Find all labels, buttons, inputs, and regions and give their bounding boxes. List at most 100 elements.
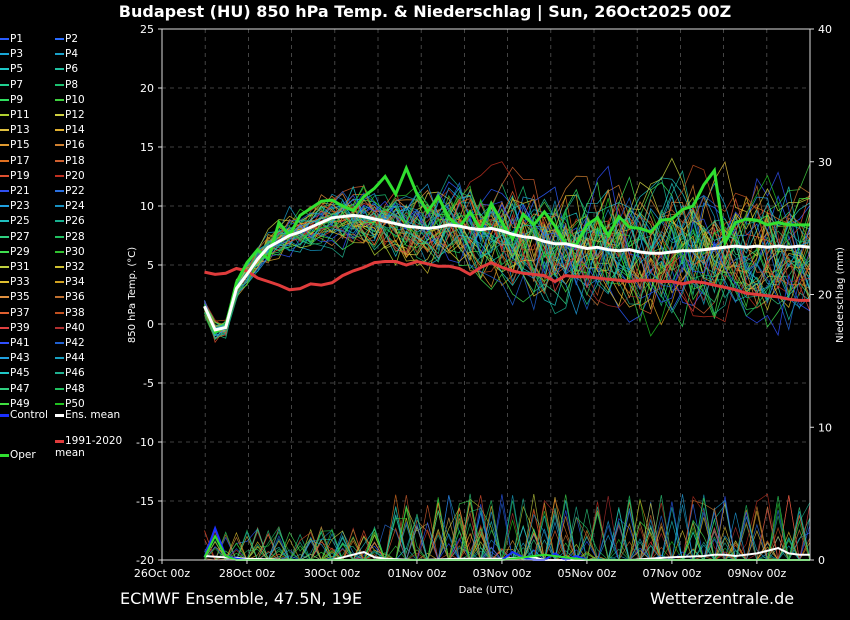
x-tick-label: 26Oct 00z (134, 567, 191, 580)
y-tick-label: -10 (136, 436, 154, 449)
legend-swatch (0, 98, 9, 101)
legend-label: P28 (65, 230, 85, 243)
legend-item: P7 (0, 78, 23, 92)
legend-swatch (0, 402, 9, 405)
legend-label: P14 (65, 124, 85, 137)
legend-label: P39 (10, 321, 30, 334)
legend-item-ens-mean: Ens. mean (55, 408, 120, 422)
legend-label: P34 (65, 276, 85, 289)
plot-frame (161, 28, 811, 561)
legend-swatch (0, 250, 9, 253)
legend-swatch (55, 98, 64, 101)
legend-swatch (55, 357, 64, 360)
legend-item: P17 (0, 154, 30, 168)
member-temp-line (204, 196, 811, 327)
legend-item: P21 (0, 184, 30, 198)
y-tick-label: 25 (140, 23, 154, 36)
legend-item: P49 (0, 397, 30, 411)
legend-label: P15 (10, 139, 30, 152)
legend-item: P31 (0, 260, 30, 274)
legend-swatch (0, 453, 9, 457)
y-tick-label: -20 (136, 554, 154, 567)
legend-item: P24 (55, 199, 85, 213)
legend-label: P20 (65, 169, 85, 182)
legend-item: P15 (0, 138, 30, 152)
legend-swatch (55, 311, 64, 314)
legend-label: P35 (10, 291, 30, 304)
legend-label: P8 (65, 78, 79, 91)
y-tick-label: 0 (147, 318, 154, 331)
legend-label: P36 (65, 291, 85, 304)
legend-item: P36 (55, 290, 85, 304)
x-axis-label: Date (UTC) (459, 585, 514, 596)
legend-item: P43 (0, 351, 30, 365)
legend-label: P1 (10, 33, 24, 45)
legend-swatch (55, 83, 64, 86)
legend-label: P27 (10, 230, 30, 243)
y2-tick-label: 0 (818, 554, 825, 567)
legend-swatch (55, 144, 64, 147)
legend-swatch (55, 38, 64, 40)
legend-label: P45 (10, 367, 30, 380)
x-tick-label: 09Nov 00z (728, 567, 787, 580)
legend-swatch (55, 205, 64, 208)
member-temp-line (204, 205, 811, 332)
legend-label: P5 (10, 63, 24, 76)
legend-swatch (55, 387, 64, 390)
legend-label: 1991-2020 mean (55, 435, 123, 459)
member-temp-line (204, 174, 811, 337)
temp-line-oper (203, 164, 810, 335)
legend-item: P9 (0, 93, 23, 107)
legend-label: P50 (65, 397, 85, 410)
legend-label: P48 (65, 382, 85, 395)
legend-item: P50 (55, 397, 85, 411)
x-tick-label: 01Nov 00z (388, 567, 447, 580)
legend-item: P12 (55, 108, 85, 122)
legend-item: P19 (0, 169, 30, 183)
legend-label: P38 (65, 306, 85, 319)
legend-item: P18 (55, 154, 85, 168)
legend-item: P2 (55, 32, 78, 46)
legend-swatch (0, 174, 9, 177)
legend-swatch (0, 159, 9, 162)
legend-item: P8 (55, 78, 78, 92)
y2-axis-label: Niederschlag (mm) (835, 247, 846, 343)
member-temp-line (204, 191, 811, 340)
legend-item-oper: Oper (0, 448, 36, 462)
legend-label: P31 (10, 261, 30, 273)
legend-item: P25 (0, 214, 30, 228)
legend-swatch (0, 144, 9, 147)
x-tick-label: 28Oct 00z (219, 567, 276, 580)
legend-swatch (0, 326, 9, 329)
legend-item-control: Control (0, 408, 48, 422)
legend-swatch (0, 114, 9, 116)
temp-line-ens-mean (203, 213, 811, 332)
legend-label: P22 (65, 185, 85, 197)
y-tick-label: 10 (140, 200, 154, 213)
x-tick-label: 30Oct 00z (304, 567, 361, 580)
legend-item: P30 (55, 245, 85, 259)
legend-item: P39 (0, 321, 30, 335)
legend-label: P41 (10, 337, 30, 349)
legend-item: P13 (0, 123, 30, 137)
legend-swatch (55, 326, 64, 329)
x-tick-label: 07Nov 00z (643, 567, 702, 580)
temp-line-1991-2020-mean (204, 259, 810, 302)
legend-label: P33 (10, 276, 30, 289)
legend-swatch (55, 159, 64, 162)
legend-label: P2 (65, 33, 79, 45)
member-temp-line (204, 190, 811, 332)
legend-label: P24 (65, 200, 85, 213)
x-tick-label: 03Nov 00z (473, 567, 532, 580)
legend-item: P34 (55, 275, 85, 289)
y-tick-label: -15 (136, 495, 154, 508)
legend-swatch (0, 266, 9, 268)
member-temp-line (204, 188, 811, 333)
legend-item: P22 (55, 184, 85, 198)
legend-item: P46 (55, 366, 85, 380)
legend-swatch (55, 235, 64, 238)
legend-item: P35 (0, 290, 30, 304)
legend-label: P46 (65, 367, 85, 380)
legend-swatch (0, 281, 9, 284)
